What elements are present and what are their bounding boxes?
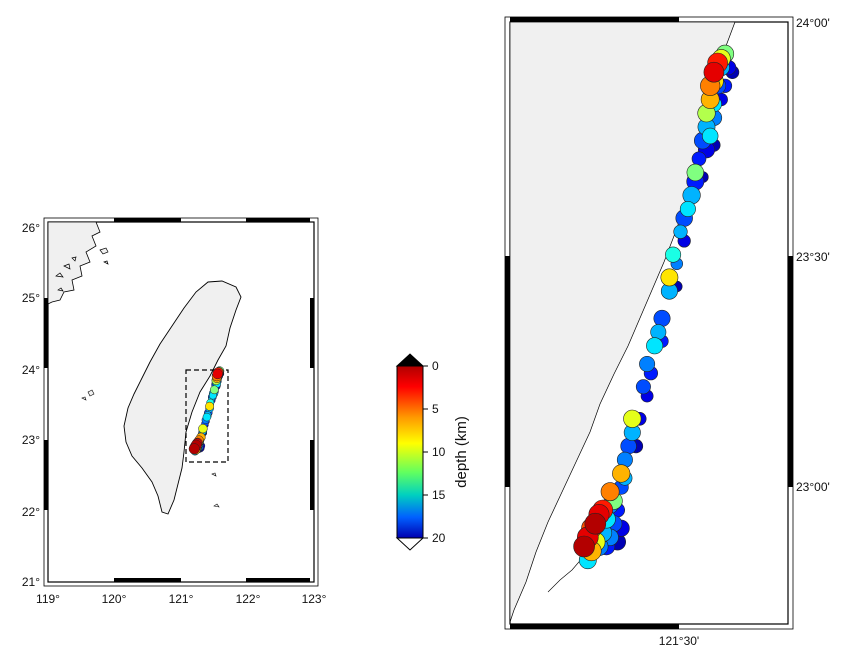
earthquake-marker — [686, 163, 704, 182]
offshore-island-coast — [547, 555, 585, 593]
lat-tick-label: 21° — [22, 575, 40, 589]
colorbar-top-triangle — [395, 353, 425, 367]
frame-segment — [114, 218, 181, 222]
earthquake-marker — [212, 368, 223, 380]
lon-tick-label: 123° — [302, 592, 327, 606]
lat-tick-label: 24° — [22, 363, 40, 377]
frame-segment — [310, 440, 314, 510]
earthquake-marker — [691, 151, 707, 167]
colorbar-tick: 5 — [432, 402, 439, 416]
lat-tick-label: 26° — [22, 221, 40, 235]
colorbar-bottom-triangle — [395, 537, 425, 551]
earthquake-marker — [573, 535, 595, 558]
earthquake-marker — [679, 201, 696, 218]
earthquake-marker — [202, 412, 212, 422]
earthquake-marker — [584, 512, 607, 535]
earthquake-marker — [665, 246, 682, 263]
earthquake-marker — [205, 401, 215, 411]
colorbar-tick: 15 — [432, 488, 446, 502]
frame-segment — [310, 298, 314, 368]
china-coast — [47, 221, 101, 305]
lat-tick-label: 22° — [22, 505, 40, 519]
colorbar-label: depth (km) — [453, 416, 470, 488]
lon-tick-label: 120° — [102, 592, 127, 606]
overview-lat-labels: 21° 22° 23° 24° 25° 26° — [22, 221, 40, 589]
earthquake-marker — [198, 423, 208, 434]
colorbar-tick: 0 — [432, 359, 439, 373]
lon-tick-label: 119° — [36, 592, 60, 606]
earthquake-marker — [612, 464, 631, 483]
colorbar-tick: 10 — [432, 445, 446, 459]
overview-earthquakes — [188, 366, 225, 456]
lat-tick-label: 25° — [22, 291, 40, 305]
frame-segment — [788, 256, 793, 487]
earthquake-marker — [639, 355, 656, 372]
earthquake-marker — [646, 337, 664, 355]
earthquake-marker — [660, 268, 679, 287]
earthquake-marker — [703, 61, 725, 83]
frame-segment — [505, 256, 510, 487]
overview-frame-ticks — [44, 218, 314, 582]
overview-lon-labels: 119° 120° 121° 122° 123° — [36, 592, 327, 606]
frame-segment — [510, 17, 679, 22]
detail-lon-label: 121°30' — [659, 634, 699, 648]
lon-tick-label: 121° — [169, 592, 194, 606]
detail-lat-label: 24°00' — [796, 16, 830, 30]
china-islands — [55, 247, 109, 292]
earthquake-marker — [188, 443, 200, 455]
colorbar-gradient — [396, 365, 424, 539]
frame-segment — [44, 298, 48, 368]
earthquake-marker — [653, 309, 671, 327]
earthquake-marker — [701, 127, 719, 145]
overview-map[interactable]: 119° 120° 121° 122° 123° 21° 22° 23° 24°… — [22, 217, 327, 606]
frame-segment — [510, 624, 679, 629]
colorbar-tick: 20 — [432, 531, 446, 545]
frame-segment — [114, 578, 181, 582]
detail-frame-ticks — [505, 17, 793, 629]
earthquake-marker — [673, 224, 688, 239]
frame-segment — [246, 578, 310, 582]
detail-lat-label: 23°00' — [796, 480, 830, 494]
earthquake-marker — [635, 379, 651, 395]
depth-colorbar: 0 5 10 15 20 depth (km) — [395, 353, 470, 551]
lon-tick-label: 122° — [236, 592, 261, 606]
taiwan-island — [123, 280, 242, 515]
inset-box — [185, 369, 229, 463]
detail-lat-label: 23°30' — [796, 250, 830, 264]
earthquake-marker — [209, 385, 219, 395]
frame-segment — [44, 440, 48, 510]
earthquake-marker — [623, 409, 642, 428]
frame-segment — [246, 218, 310, 222]
lat-tick-label: 23° — [22, 433, 40, 447]
detail-earthquakes — [573, 44, 740, 570]
detail-map[interactable]: 24°00' 23°30' 23°00' 121°30' — [504, 16, 830, 648]
earthquake-marker — [600, 482, 620, 502]
